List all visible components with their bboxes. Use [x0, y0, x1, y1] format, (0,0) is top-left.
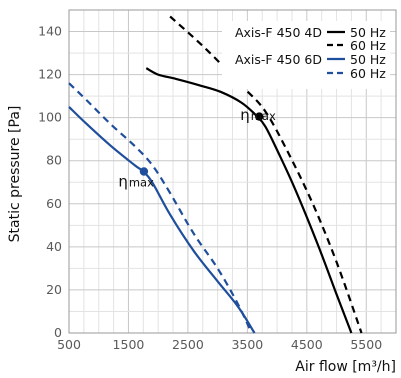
marker-layer: [139, 112, 264, 176]
y-tick-label: 80: [46, 153, 62, 168]
y-tick-label: 100: [38, 110, 62, 125]
x-tick-labels: 500 1500 2500 3500 4500 5500: [57, 337, 382, 352]
x-tick-label: 5500: [350, 337, 382, 352]
plot-border: [68, 9, 397, 334]
eta-max-point: [139, 167, 149, 176]
x-tick-label: 1500: [113, 337, 145, 352]
y-axis-title: Static pressure [Pa]: [7, 106, 23, 243]
y-tick-label: 20: [46, 282, 62, 297]
y-tick-label: 140: [38, 24, 62, 39]
x-tick-label: 2500: [172, 337, 204, 352]
annotations: ηmax ηmax: [118, 106, 276, 191]
series-line-6d-60hz: [68, 82, 253, 334]
y-tick-label: 0: [54, 325, 62, 340]
eta-max-label: ηmax: [118, 173, 154, 191]
x-axis-title: Air flow [m³/h]: [295, 359, 396, 375]
y-tick-label: 60: [46, 196, 62, 211]
legend-background: [222, 21, 390, 89]
y-tick-label: 120: [38, 67, 62, 82]
x-tick-label: 3500: [231, 337, 263, 352]
y-tick-label: 40: [46, 239, 62, 254]
series-line-4d-60hz: [169, 15, 363, 334]
plot-frame: [68, 9, 397, 334]
eta-max-point: [255, 112, 264, 121]
legend-entry-label: 60 Hz: [350, 66, 386, 81]
legend-group-label: Axis-F 450 4D: [235, 25, 322, 40]
legend-entry-label: 50 Hz: [350, 52, 386, 67]
x-tick-label: 4500: [291, 337, 323, 352]
legend-group-label: Axis-F 450 6D: [235, 52, 322, 67]
eta-max-label: ηmax: [240, 106, 276, 124]
y-tick-labels: 0 20 40 60 80 100 120 140: [38, 24, 62, 340]
legend-entry-label: 60 Hz: [350, 38, 386, 53]
series-line-6d-50hz: [68, 106, 256, 334]
x-tick-label: 500: [57, 337, 81, 352]
legend-entry-label: 50 Hz: [350, 25, 386, 40]
